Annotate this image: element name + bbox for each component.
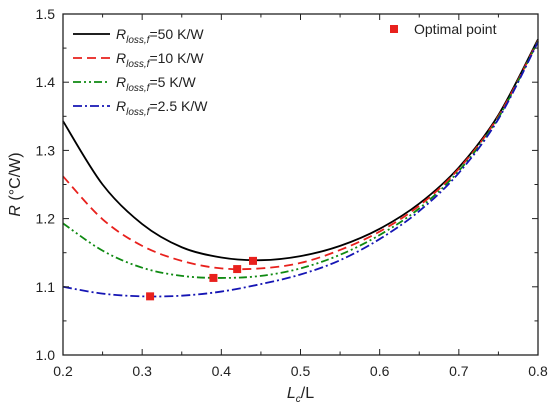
x-axis-label: Lc/L xyxy=(287,385,314,405)
optimal-point-markers xyxy=(146,256,257,301)
y-tick-label: 1.3 xyxy=(36,142,56,158)
axis-layer: 0.2 0.3 0.4 0.5 0.6 0.7 0.8 1.0 1.1 1.2 1.3 1.4 1.5 xyxy=(36,6,548,379)
x-tick-label: 0.4 xyxy=(212,363,232,379)
legend-label-2: Rloss,f=10 K/W xyxy=(116,50,204,70)
series-line-3 xyxy=(62,40,539,279)
y-tick-label: 1.0 xyxy=(36,347,56,363)
y-tick-label: 1.5 xyxy=(36,6,56,22)
legend-label-3: Rloss,f=5 K/W xyxy=(116,74,197,94)
legend-label-1: Rloss,f=50 K/W xyxy=(116,26,204,46)
series-line-2 xyxy=(62,40,539,271)
optimal-point-2 xyxy=(233,265,242,274)
series-layer xyxy=(62,38,539,298)
legend-marker-swatch xyxy=(390,25,398,33)
x-tick-label: 0.7 xyxy=(449,363,469,379)
x-tick-label: 0.6 xyxy=(370,363,390,379)
x-tick-label: 0.2 xyxy=(53,363,73,379)
optimal-point-3 xyxy=(209,273,218,282)
optimal-point-1 xyxy=(249,256,257,265)
legend-label-4: Rloss,f=2.5 K/W xyxy=(116,98,208,118)
x-tick-label: 0.3 xyxy=(132,363,152,379)
marker-legend: Optimal point xyxy=(390,21,497,37)
y-axis-label: R (°C/W) xyxy=(7,152,24,216)
y-tick-label: 1.4 xyxy=(36,74,56,90)
legend: Rloss,f=50 K/W Rloss,f=10 K/W Rloss,f=5 K/… xyxy=(73,26,208,118)
x-tick-label: 0.5 xyxy=(291,363,311,379)
series-line-1 xyxy=(62,38,539,262)
y-tick-label: 1.1 xyxy=(36,279,56,295)
x-tick-label: 0.8 xyxy=(528,363,548,379)
legend-marker-label: Optimal point xyxy=(414,21,497,37)
y-tick-label: 1.2 xyxy=(36,211,56,227)
optimal-point-4 xyxy=(146,292,155,301)
series-line-4 xyxy=(62,41,539,298)
